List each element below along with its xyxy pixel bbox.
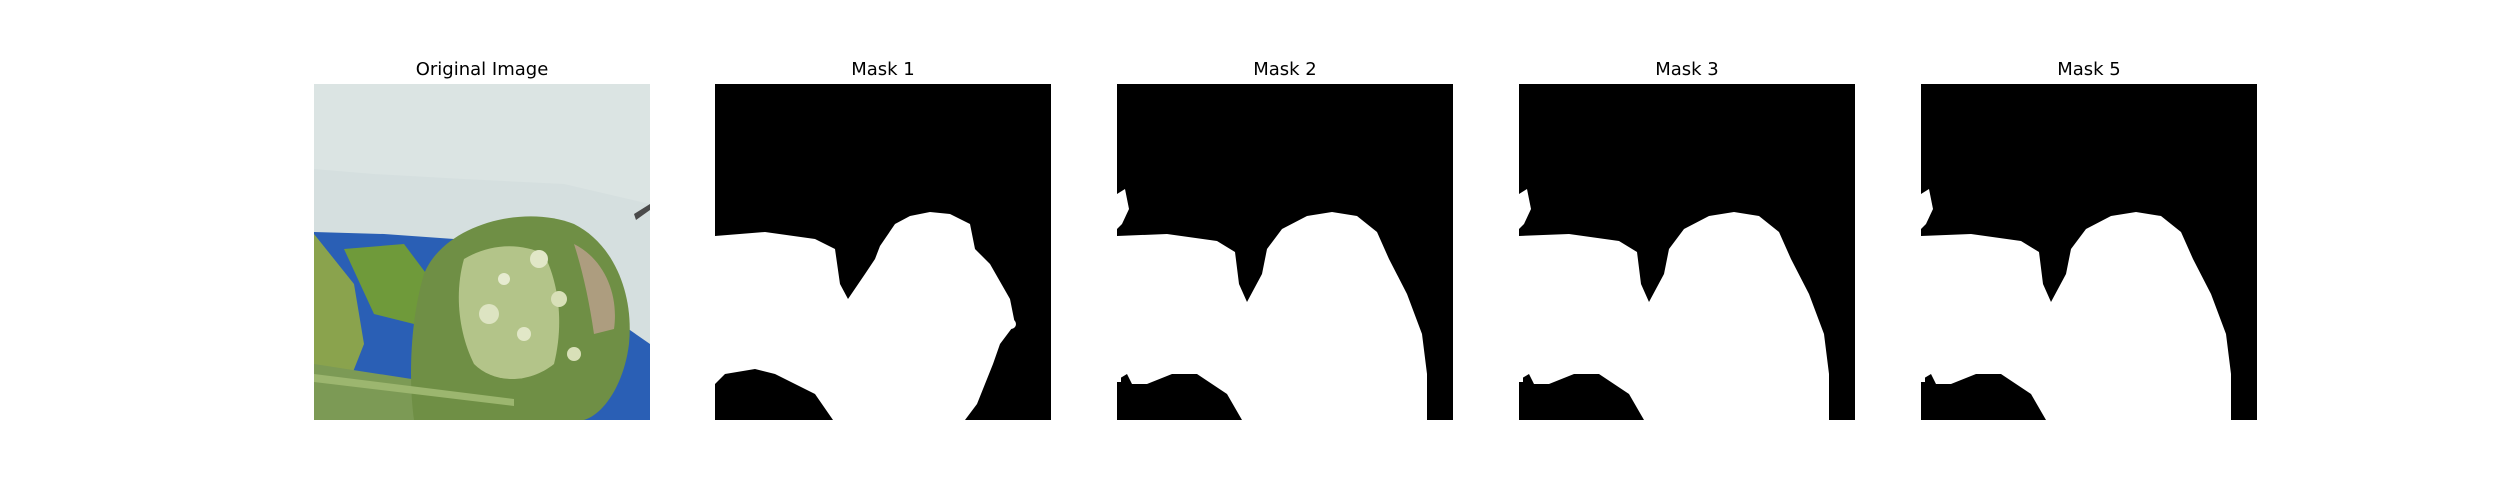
panel-title-original-image: Original Image <box>415 59 549 80</box>
original-image-panel: Original Image <box>314 0 650 430</box>
mask-1-image <box>715 84 1051 420</box>
panel-title-mask-1: Mask 1 <box>851 59 915 80</box>
mask-2-image <box>1117 84 1453 420</box>
mask-5-panel: Mask 5 <box>1921 0 2257 430</box>
mask-3-panel: Mask 3 <box>1519 0 1855 430</box>
mask-2-shape <box>1117 84 1453 420</box>
panel-title-mask-2: Mask 2 <box>1253 59 1317 80</box>
mask-5-image <box>1921 84 2257 420</box>
mask-3-shape <box>1519 84 1855 420</box>
panel-title-mask-5: Mask 5 <box>2057 59 2121 80</box>
mask-1-shape <box>715 84 1051 420</box>
panel-title-mask-3: Mask 3 <box>1655 59 1719 80</box>
mask-5-shape <box>1921 84 2257 420</box>
mask-1-panel: Mask 1 <box>715 0 1051 430</box>
original-image <box>314 84 650 420</box>
mask-2-panel: Mask 2 <box>1117 0 1453 430</box>
original-photo-illustration <box>314 84 650 420</box>
mask-3-image <box>1519 84 1855 420</box>
